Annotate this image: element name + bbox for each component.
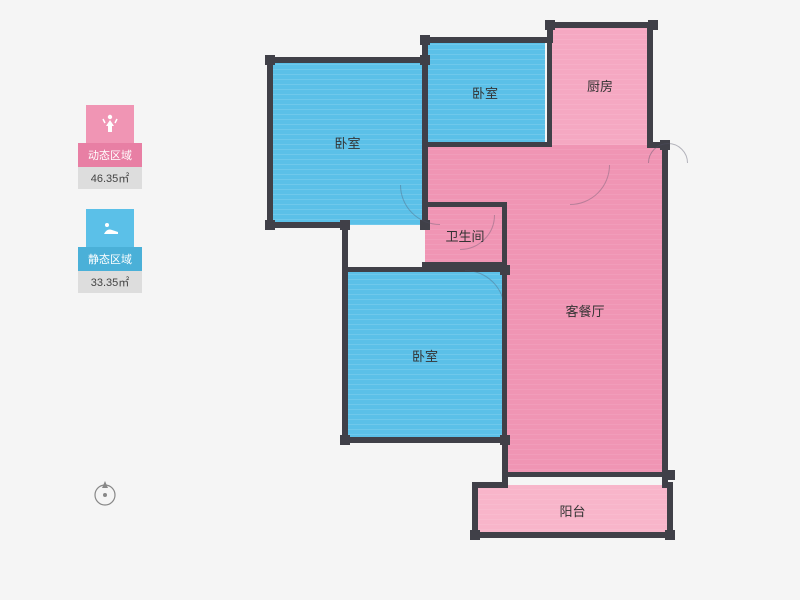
room-bedroom_tc: 卧室 <box>425 40 545 145</box>
wall <box>662 142 668 488</box>
pillar <box>340 435 350 445</box>
legend-dynamic-label: 动态区域 <box>78 143 142 167</box>
rest-icon <box>86 209 134 247</box>
pillar <box>420 35 430 45</box>
wall <box>422 37 553 43</box>
pillar <box>265 55 275 65</box>
pillar <box>665 530 675 540</box>
wall <box>647 22 653 148</box>
pillar <box>500 435 510 445</box>
person-icon <box>86 105 134 143</box>
wall <box>505 472 668 477</box>
room-label: 客餐厅 <box>565 301 604 320</box>
pillar <box>665 470 675 480</box>
wall <box>267 57 428 63</box>
floorplan: 卧室卧室厨房卫生间卧室客餐厅阳台 <box>270 25 710 585</box>
pillar <box>648 20 658 30</box>
room-balcony: 阳台 <box>475 485 670 535</box>
pillar <box>470 530 480 540</box>
room-bedroom_tl: 卧室 <box>270 60 425 225</box>
wall <box>342 267 348 443</box>
room-label: 卧室 <box>412 346 438 365</box>
wall <box>547 22 653 28</box>
pillar <box>340 220 350 230</box>
pillar <box>265 220 275 230</box>
legend-static-value: 33.35㎡ <box>78 271 142 293</box>
pillar <box>545 20 555 30</box>
compass-icon <box>90 478 120 508</box>
wall <box>267 222 348 228</box>
room-kitchen: 厨房 <box>550 25 650 145</box>
wall <box>547 25 552 147</box>
wall <box>267 57 273 228</box>
wall <box>342 267 508 272</box>
wall <box>472 532 673 538</box>
legend-dynamic: 动态区域 46.35㎡ <box>78 105 142 189</box>
pillar <box>500 265 510 275</box>
wall <box>502 202 507 268</box>
room-label: 厨房 <box>587 76 613 95</box>
wall <box>422 142 550 147</box>
wall <box>502 267 507 442</box>
room-label: 阳台 <box>559 501 585 520</box>
wall <box>342 437 508 443</box>
legend-static: 静态区域 33.35㎡ <box>78 209 142 293</box>
pillar <box>420 55 430 65</box>
legend-static-label: 静态区域 <box>78 247 142 271</box>
room-label: 卧室 <box>472 83 498 102</box>
legend-dynamic-value: 46.35㎡ <box>78 167 142 189</box>
legend: 动态区域 46.35㎡ 静态区域 33.35㎡ <box>78 105 142 313</box>
room-label: 卧室 <box>334 133 360 152</box>
